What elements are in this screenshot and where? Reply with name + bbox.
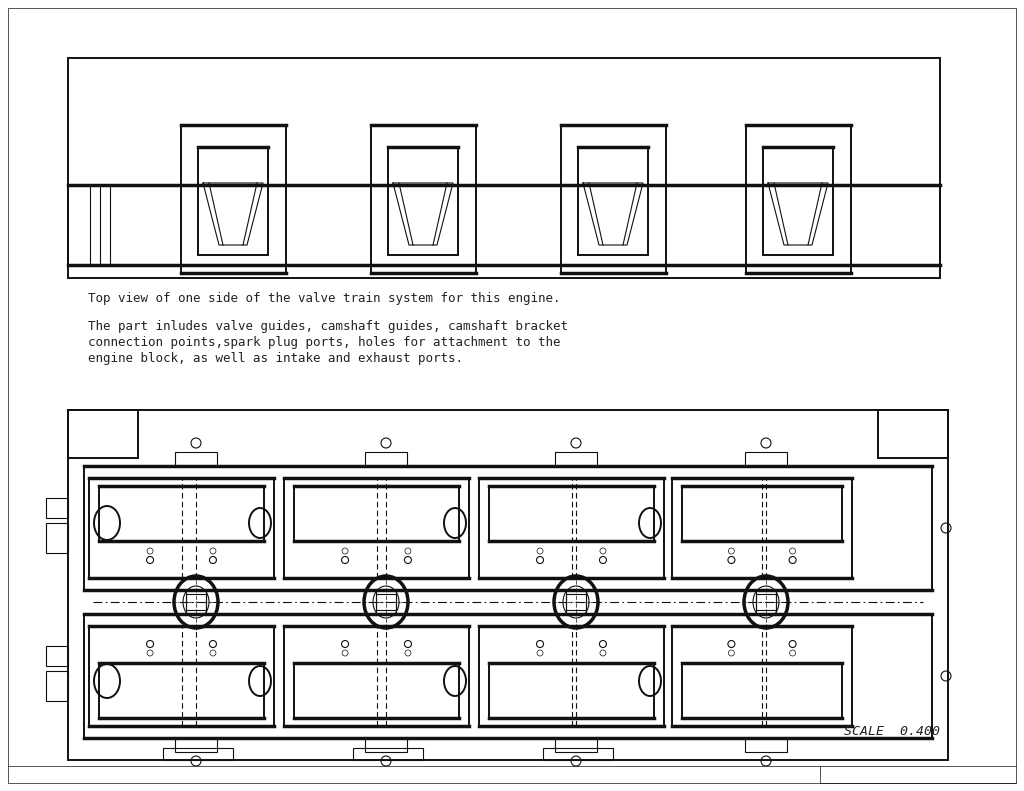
Text: Top view of one side of the valve train system for this engine.: Top view of one side of the valve train …: [88, 292, 560, 305]
Bar: [560, 125, 666, 273]
Bar: [365, 738, 407, 752]
Bar: [555, 738, 597, 752]
Bar: [84, 466, 932, 590]
Bar: [376, 594, 396, 614]
Bar: [46, 498, 68, 518]
Bar: [376, 590, 396, 610]
Bar: [294, 663, 459, 718]
Bar: [756, 594, 776, 614]
Bar: [371, 125, 475, 273]
Bar: [46, 523, 68, 553]
Bar: [756, 590, 776, 610]
Bar: [68, 410, 948, 760]
Bar: [175, 452, 217, 466]
Bar: [46, 646, 68, 666]
Bar: [745, 452, 787, 466]
Bar: [68, 58, 940, 278]
Bar: [566, 590, 586, 610]
Text: engine block, as well as intake and exhaust ports.: engine block, as well as intake and exha…: [88, 352, 463, 365]
Bar: [186, 590, 206, 610]
Bar: [284, 626, 469, 726]
Bar: [365, 452, 407, 466]
Bar: [479, 478, 664, 578]
Bar: [68, 410, 138, 458]
Bar: [284, 478, 469, 578]
Text: The part inludes valve guides, camshaft guides, camshaft bracket: The part inludes valve guides, camshaft …: [88, 320, 568, 333]
Bar: [672, 626, 852, 726]
Text: SCALE  0.400: SCALE 0.400: [844, 725, 940, 738]
Bar: [198, 147, 268, 255]
Bar: [99, 663, 264, 718]
Bar: [89, 626, 274, 726]
Bar: [745, 738, 787, 752]
Bar: [489, 663, 654, 718]
Text: connection points,spark plug ports, holes for attachment to the: connection points,spark plug ports, hole…: [88, 336, 560, 349]
Bar: [489, 486, 654, 541]
Bar: [353, 748, 423, 760]
Bar: [46, 671, 68, 701]
Bar: [745, 125, 851, 273]
Bar: [682, 663, 842, 718]
Bar: [89, 478, 274, 578]
Bar: [555, 452, 597, 466]
Bar: [186, 594, 206, 614]
Bar: [294, 486, 459, 541]
Bar: [578, 147, 648, 255]
Bar: [543, 748, 613, 760]
Bar: [175, 738, 217, 752]
Bar: [566, 594, 586, 614]
Bar: [672, 478, 852, 578]
Bar: [68, 185, 940, 265]
Bar: [84, 614, 932, 738]
Bar: [388, 147, 458, 255]
Bar: [878, 410, 948, 458]
Bar: [479, 626, 664, 726]
Bar: [163, 748, 233, 760]
Bar: [180, 125, 286, 273]
Bar: [682, 486, 842, 541]
Bar: [99, 486, 264, 541]
Bar: [763, 147, 833, 255]
